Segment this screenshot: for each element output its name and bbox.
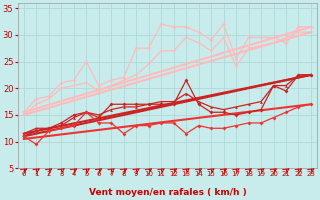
X-axis label: Vent moyen/en rafales ( km/h ): Vent moyen/en rafales ( km/h )	[89, 188, 246, 197]
